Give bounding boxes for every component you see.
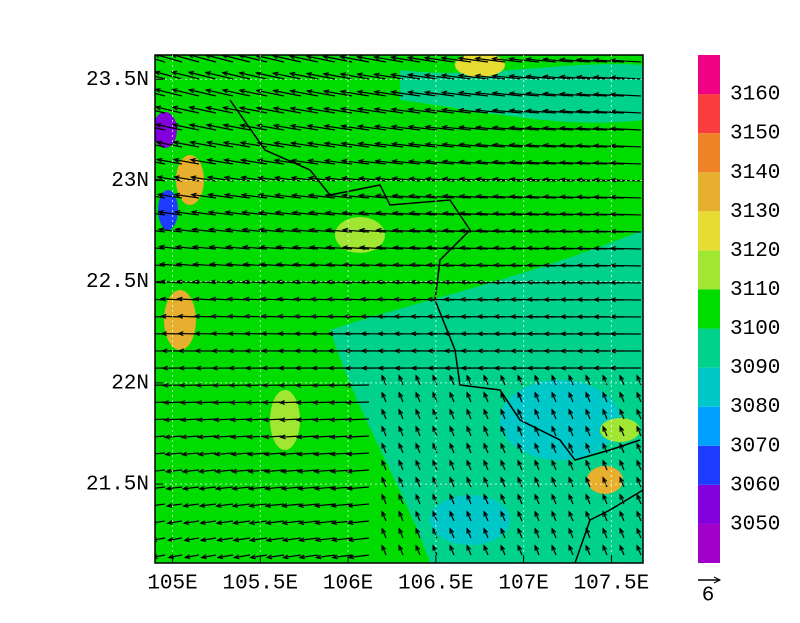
colorbar-label: 3060 [730, 474, 780, 497]
wind-arrowhead [145, 314, 150, 318]
colorbar-label: 3160 [730, 84, 780, 107]
y-tick-label: 22.5N [86, 271, 149, 294]
colorbar-label: 3140 [730, 162, 780, 185]
y-tick-label: 23.5N [86, 69, 149, 92]
wind-arrowhead [145, 332, 150, 336]
x-tick-label: 106E [323, 573, 373, 596]
wind-arrow [611, 231, 641, 232]
colorbar-box [698, 485, 720, 524]
wind-arrow [611, 265, 641, 266]
colorbar-box [698, 133, 720, 172]
wind-arrow [346, 402, 369, 403]
wind-arrowhead [150, 469, 155, 473]
colorbar-label: 3090 [730, 357, 780, 380]
wind-arrowhead [141, 193, 146, 197]
wind-arrowhead [146, 349, 151, 353]
wind-arrowhead [141, 158, 146, 162]
wind-arrowhead [139, 106, 144, 110]
colorbar-label: 3080 [730, 396, 780, 419]
colorbar-label: 3070 [730, 435, 780, 458]
y-tick-label: 21.5N [86, 474, 149, 497]
colorbar-label: 3100 [730, 318, 780, 341]
wind-arrowhead [148, 401, 153, 405]
x-tick-label: 106.5E [398, 573, 474, 596]
wind-arrowhead [143, 245, 148, 249]
filled-contours [138, 53, 643, 563]
colorbar-box [698, 524, 720, 563]
colorbar-box [698, 250, 720, 289]
wind-arrowhead [149, 452, 154, 456]
reference-vector-label: 6 [702, 585, 715, 608]
y-tick-label: 22N [111, 372, 149, 395]
colorbar: 3050 3060 3070 3080 3090 3100 3110 3120 3130 3140… [698, 55, 780, 563]
colorbar-box [698, 211, 720, 250]
colorbar-box [698, 407, 720, 446]
wind-arrowhead [149, 435, 154, 439]
wind-arrowhead [144, 297, 149, 301]
colorbar-box [698, 172, 720, 211]
y-tick-label: 23N [111, 170, 149, 193]
x-tick-label: 105.5E [223, 573, 299, 596]
wind-arrowhead [147, 366, 152, 370]
colorbar-label: 3110 [730, 279, 780, 302]
wind-arrowhead [140, 141, 145, 145]
wind-arrowhead [143, 263, 148, 267]
x-tick-label: 107.5E [574, 573, 650, 596]
colorbar-label: 3120 [730, 240, 780, 263]
wind-arrowhead [140, 123, 145, 127]
colorbar-box [698, 368, 720, 407]
colorbar-box [698, 329, 720, 368]
colorbar-label: 3150 [730, 123, 780, 146]
colorbar-box [698, 55, 720, 94]
x-tick-label: 107E [498, 573, 548, 596]
colorbar-label: 3050 [730, 513, 780, 536]
x-tick-label: 105E [147, 573, 197, 596]
colorbar-box [698, 446, 720, 485]
colorbar-label: 3130 [730, 201, 780, 224]
wind-arrowhead [148, 418, 153, 422]
wind-arrow [611, 248, 641, 249]
wind-arrowhead [138, 54, 143, 58]
wind-arrowhead [142, 228, 147, 232]
colorbar-box [698, 94, 720, 133]
wind-arrow [148, 402, 165, 403]
wind-arrowhead [142, 211, 147, 215]
wind-arrow [611, 214, 641, 215]
colorbar-box [698, 289, 720, 328]
